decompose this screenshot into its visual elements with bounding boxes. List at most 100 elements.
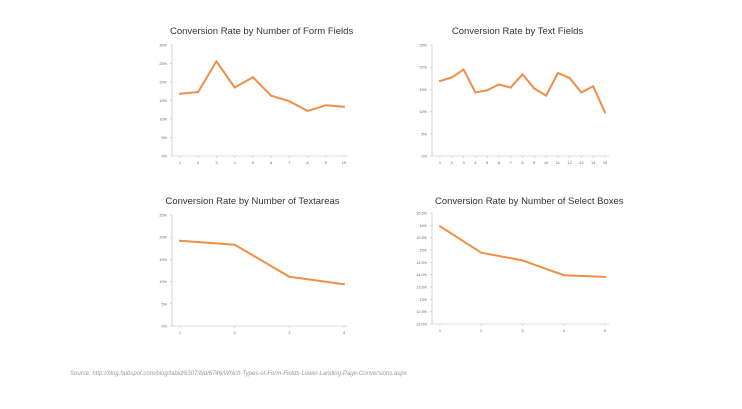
x-tick-label: 5 <box>252 160 255 165</box>
data-point <box>521 73 524 76</box>
data-point <box>343 105 345 108</box>
data-point <box>324 104 327 107</box>
x-tick-label: 1 <box>439 328 442 333</box>
chart-title-textareas: Conversion Rate by Number of Textareas <box>165 196 340 207</box>
data-point <box>233 243 236 246</box>
x-tick-label: 15 <box>603 160 608 165</box>
x-tick-label: 11 <box>556 160 561 165</box>
data-point <box>179 92 181 95</box>
y-tick-label: 10% <box>419 110 427 114</box>
data-point <box>343 283 345 286</box>
data-point <box>233 86 236 89</box>
y-tick-label: 15% <box>419 249 427 253</box>
y-tick-label: 16.5% <box>416 212 427 216</box>
x-tick-label: 3 <box>462 160 465 165</box>
y-tick-label: 20% <box>159 81 167 85</box>
y-tick-label: 20% <box>159 236 167 240</box>
data-point <box>450 76 453 79</box>
y-tick-label: 5% <box>162 302 168 306</box>
x-tick-label: 9 <box>325 160 328 165</box>
y-tick-label: 20% <box>419 66 427 70</box>
y-tick-label: 10% <box>159 280 167 284</box>
data-point <box>533 87 536 90</box>
chart-title-select-boxes: Conversion Rate by Number of Select Boxe… <box>435 196 624 207</box>
y-tick-label: 13% <box>419 298 427 302</box>
data-point <box>562 274 565 277</box>
x-tick-label: 5 <box>486 160 489 165</box>
y-tick-label: 10% <box>159 118 167 122</box>
series-line-form-fields <box>179 60 345 112</box>
y-tick-label: 14.0% <box>416 273 427 277</box>
y-tick-label: 0% <box>162 325 168 329</box>
x-tick-label: 6 <box>270 160 273 165</box>
y-tick-label: 12.5% <box>416 310 427 314</box>
y-tick-label: 12.0% <box>416 323 427 327</box>
data-point <box>545 94 548 97</box>
chart-title-text-fields: Conversion Rate by Text Fields <box>451 26 584 37</box>
data-point <box>288 100 291 103</box>
x-tick-label: 2 <box>197 160 200 165</box>
x-tick-label: 6 <box>498 160 501 165</box>
data-point <box>288 275 291 278</box>
x-tick-label: 4 <box>343 330 346 335</box>
series-line-select-boxes <box>439 225 606 278</box>
data-point <box>439 225 441 228</box>
x-tick-label: 4 <box>563 328 566 333</box>
data-point <box>521 259 524 262</box>
x-tick-label: 13 <box>579 160 584 165</box>
x-tick-label: 2 <box>480 328 483 333</box>
x-tick-label: 8 <box>306 160 309 165</box>
data-point <box>480 251 483 254</box>
series-line-text-fields <box>439 68 606 114</box>
data-point <box>497 83 500 86</box>
y-tick-label: 16% <box>419 224 427 228</box>
x-tick-label: 7 <box>510 160 513 165</box>
data-point <box>604 111 606 114</box>
y-tick-label: 25% <box>159 214 167 218</box>
y-tick-label: 15% <box>159 99 167 103</box>
x-tick-label: 10 <box>544 160 549 165</box>
y-tick-label: 5% <box>162 136 168 140</box>
x-tick-label: 2 <box>451 160 454 165</box>
y-tick-label: 25% <box>419 44 427 48</box>
x-tick-label: 3 <box>288 330 291 335</box>
x-tick-label: 1 <box>179 330 182 335</box>
y-tick-label: 5% <box>422 132 428 136</box>
series-line-textareas <box>179 239 345 286</box>
y-tick-label: 30% <box>159 44 167 48</box>
y-tick-label: 14.5% <box>416 261 427 265</box>
data-point <box>486 89 489 92</box>
y-tick-label: 13.5% <box>416 286 427 290</box>
x-tick-label: 4 <box>474 160 477 165</box>
chart-title-form-fields: Conversion Rate by Number of Form Fields <box>170 26 354 37</box>
x-tick-label: 1 <box>439 160 442 165</box>
x-tick-label: 4 <box>234 160 237 165</box>
data-point <box>306 109 309 112</box>
x-tick-label: 3 <box>521 328 524 333</box>
x-tick-label: 8 <box>521 160 524 165</box>
x-tick-label: 5 <box>604 328 607 333</box>
data-point <box>179 239 181 242</box>
y-tick-label: 15.5% <box>416 236 427 240</box>
data-point <box>604 275 606 278</box>
y-tick-label: 15% <box>159 258 167 262</box>
data-point <box>270 94 273 97</box>
data-point <box>474 91 477 94</box>
data-point <box>592 85 595 88</box>
x-tick-label: 2 <box>234 330 237 335</box>
data-point <box>568 76 571 79</box>
data-point <box>580 91 583 94</box>
source-citation: Source: http://blog.hubspot.com/blog/tab… <box>70 371 407 377</box>
data-point <box>439 79 441 82</box>
data-point <box>251 76 254 79</box>
x-tick-label: 10 <box>342 160 347 165</box>
data-point <box>215 60 218 63</box>
y-tick-label: 0% <box>162 155 168 159</box>
x-tick-label: 14 <box>591 160 596 165</box>
y-tick-label: 15% <box>419 88 427 92</box>
data-point <box>197 90 200 93</box>
y-tick-label: 25% <box>159 62 167 66</box>
x-tick-label: 9 <box>533 160 536 165</box>
data-point <box>556 71 559 74</box>
